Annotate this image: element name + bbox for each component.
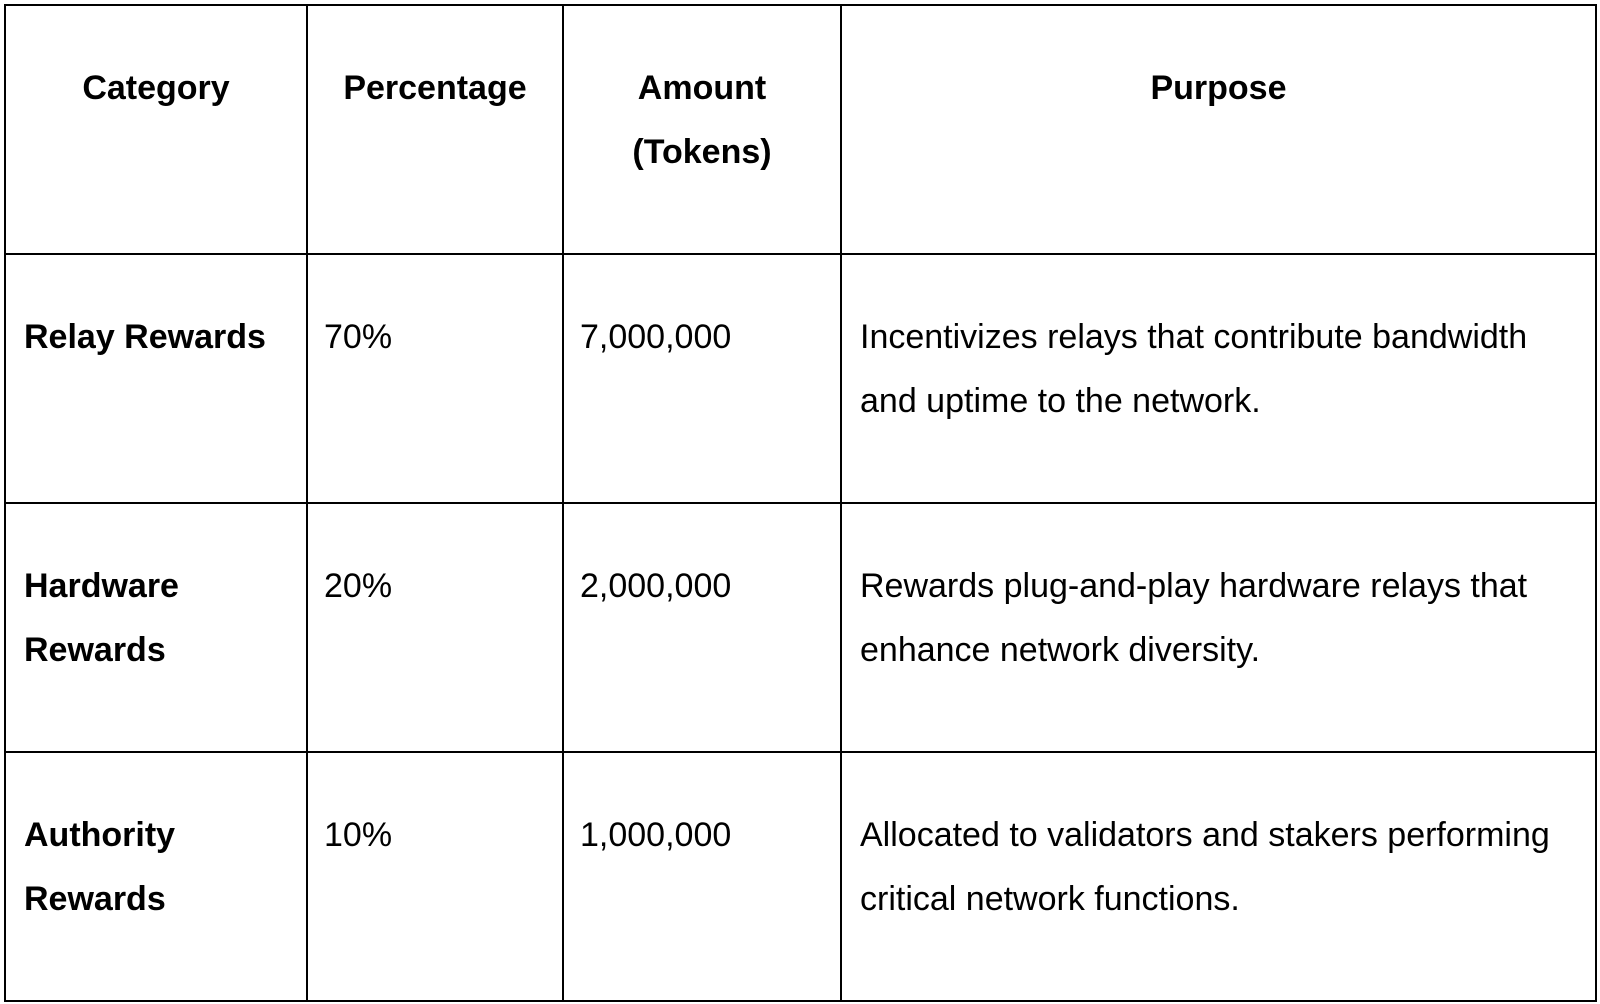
row-category: Hardware Rewards — [4, 502, 308, 753]
row-percentage: 70% — [306, 253, 564, 504]
row-percentage: 20% — [306, 502, 564, 753]
row-purpose: Incentivizes relays that contribute band… — [840, 253, 1597, 504]
row-category: Authority Rewards — [4, 751, 308, 1002]
header-percentage: Percentage — [306, 4, 564, 255]
table-row: Authority Rewards 10% 1,000,000 Allocate… — [4, 751, 1597, 1002]
row-purpose: Allocated to validators and stakers perf… — [840, 751, 1597, 1002]
token-allocation-table: Category Percentage Amount (Tokens) Purp… — [4, 4, 1597, 1002]
header-purpose: Purpose — [840, 4, 1597, 255]
header-category: Category — [4, 4, 308, 255]
row-amount: 1,000,000 — [562, 751, 842, 1002]
table-header-row: Category Percentage Amount (Tokens) Purp… — [4, 4, 1597, 255]
header-amount: Amount (Tokens) — [562, 4, 842, 255]
row-amount: 2,000,000 — [562, 502, 842, 753]
table-row: Hardware Rewards 20% 2,000,000 Rewards p… — [4, 502, 1597, 753]
row-purpose: Rewards plug-and-play hardware relays th… — [840, 502, 1597, 753]
table-row: Relay Rewards 70% 7,000,000 Incentivizes… — [4, 253, 1597, 504]
row-category: Relay Rewards — [4, 253, 308, 504]
row-amount: 7,000,000 — [562, 253, 842, 504]
row-percentage: 10% — [306, 751, 564, 1002]
